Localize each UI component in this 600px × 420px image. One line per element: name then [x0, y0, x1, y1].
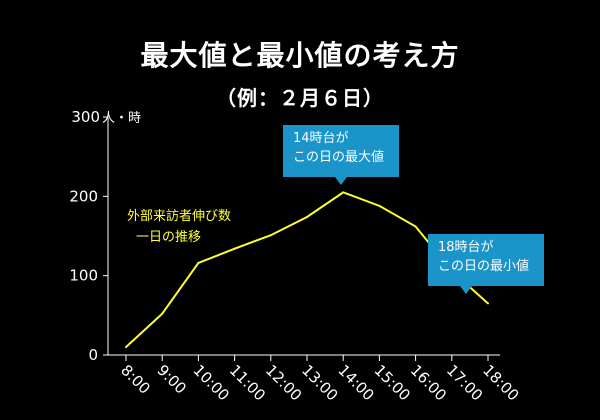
data-point [197, 261, 200, 264]
y-tick-label: 0 [88, 346, 98, 364]
x-tick-label: 15:00 [371, 361, 414, 404]
data-point [233, 247, 236, 250]
chart-subtitle: （例：２月６日） [216, 86, 384, 110]
x-tick-label: 10:00 [190, 361, 233, 404]
data-point [378, 204, 381, 207]
data-point [306, 215, 308, 218]
x-tick-label: 17:00 [443, 361, 486, 404]
callout-min: 18時台がこの日の最小値 [428, 234, 544, 294]
data-point [342, 191, 345, 194]
y-tick-label: 100 [69, 267, 98, 285]
x-tick-label: 8:00 [117, 361, 154, 398]
callout-max: 14時台がこの日の最大値 [283, 125, 399, 185]
x-tick-label: 13:00 [298, 361, 341, 404]
callout-line: この日の最小値 [438, 259, 530, 274]
y-tick-label: 200 [69, 187, 98, 205]
x-tick-label: 11:00 [226, 361, 269, 404]
x-tick-label: 9:00 [153, 361, 190, 398]
callout-line: 14時台が [293, 131, 349, 146]
data-point [125, 346, 127, 349]
callout-line: この日の最大値 [293, 150, 385, 165]
data-point [161, 312, 164, 315]
callout-arrow [335, 177, 347, 185]
data-point [487, 302, 489, 305]
y-unit-label: 人・時 [102, 111, 141, 126]
x-tick-label: 12:00 [262, 361, 305, 404]
data-point [414, 225, 417, 228]
callout-arrow [460, 286, 472, 294]
x-tick-label: 18:00 [479, 361, 522, 404]
data-point [269, 234, 272, 237]
callout-max-text: 14時台がこの日の最大値 [293, 129, 389, 167]
series-label: 外部来訪者伸び数 [127, 208, 231, 224]
y-tick-label: 300 [71, 108, 100, 126]
x-tick-label: 14:00 [334, 361, 377, 404]
x-tick-label: 16:00 [407, 361, 450, 404]
chart-title: 最大値と最小値の考え方 [140, 39, 460, 72]
series-label: 一日の推移 [136, 230, 201, 245]
callout-line: 18時台が [438, 240, 494, 255]
callout-min-text: 18時台がこの日の最小値 [438, 238, 534, 276]
